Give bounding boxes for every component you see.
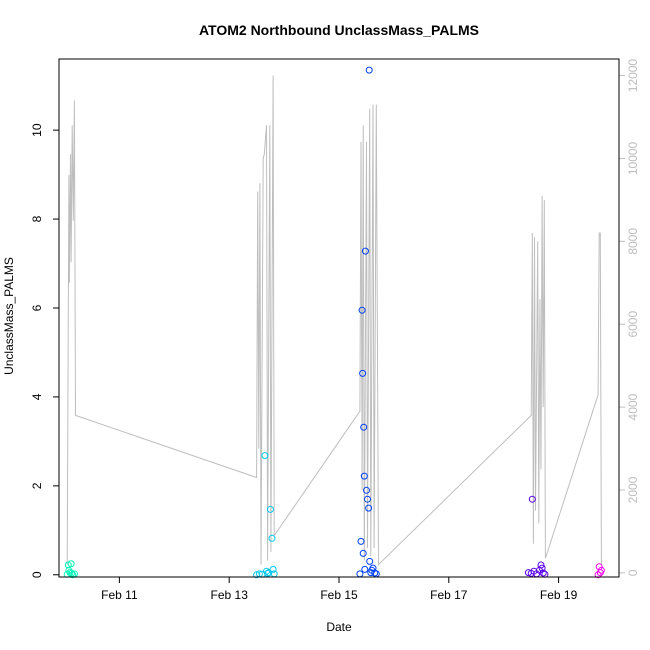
data-point [68, 569, 76, 577]
y-tick-label: 10 [30, 123, 44, 137]
altitude-series [66, 75, 602, 566]
x-tick-label: Feb 15 [320, 588, 358, 602]
y2-tick-label: 0 [626, 569, 640, 576]
x-tick-label: Feb 11 [101, 588, 138, 602]
y-axis-label: UnclassMass_PALMS [2, 257, 16, 375]
data-point [356, 570, 364, 578]
data-points [63, 66, 605, 579]
data-point [359, 369, 367, 377]
data-point [357, 537, 365, 545]
data-point [537, 561, 545, 569]
x-tick-label: Feb 17 [430, 588, 468, 602]
y-tick-label: 4 [30, 393, 44, 400]
y2-tick-label: 8000 [626, 228, 640, 255]
axes: Feb 11 Feb 13 Feb 15 Feb 17 Feb 19 0 2 4 6 8 10 0 20… [30, 59, 640, 602]
x-tick-label: Feb 19 [540, 588, 578, 602]
data-point [261, 452, 269, 460]
data-point [269, 565, 277, 573]
data-point [365, 504, 373, 512]
data-point [67, 560, 75, 568]
y-tick-label: 0 [30, 571, 44, 578]
data-point [361, 247, 369, 255]
y2-tick-label: 2000 [626, 476, 640, 503]
y2-tick-label: 6000 [626, 311, 640, 338]
data-point [539, 569, 547, 577]
y2-tick-label: 10000 [626, 141, 640, 175]
y-tick-label: 2 [30, 482, 44, 489]
data-point [538, 564, 546, 572]
data-point [369, 564, 377, 572]
data-point [358, 306, 366, 314]
x-tick-label: Feb 13 [211, 588, 249, 602]
y2-tick-label: 12000 [626, 59, 640, 93]
plot-frame [58, 58, 620, 578]
data-point [266, 505, 274, 513]
data-point [528, 495, 536, 503]
data-point [264, 569, 272, 577]
x-axis-label: Date [326, 620, 352, 634]
data-point [597, 566, 605, 574]
y-tick-label: 8 [30, 215, 44, 222]
data-point [363, 486, 370, 494]
altitude-line [66, 75, 602, 566]
data-point [594, 571, 602, 579]
data-point [541, 570, 549, 578]
chart-title: ATOM2 Northbound UnclassMass_PALMS [199, 22, 479, 38]
data-point [364, 495, 371, 503]
data-point [360, 472, 368, 480]
y2-tick-label: 4000 [626, 393, 640, 420]
data-point [366, 557, 374, 565]
data-point [365, 66, 373, 74]
data-point [268, 534, 276, 542]
data-point [361, 565, 369, 573]
data-point [359, 549, 367, 557]
data-point [360, 423, 368, 431]
y-tick-label: 6 [30, 304, 44, 311]
